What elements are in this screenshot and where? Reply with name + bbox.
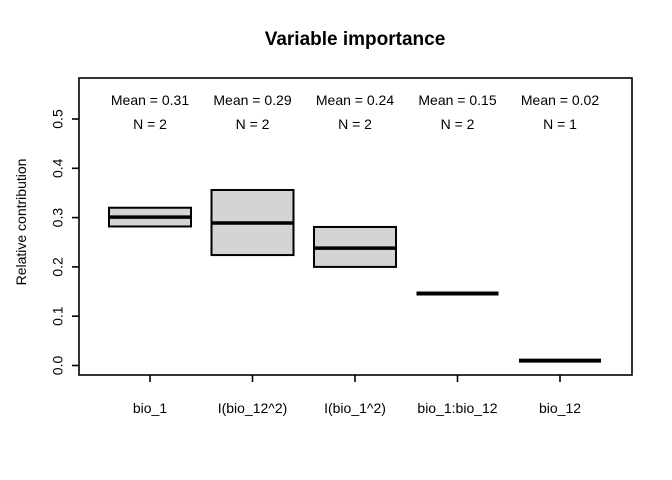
mean-annotation: Mean = 0.29 [213, 92, 291, 108]
y-tick-label: 0.4 [50, 158, 66, 178]
plot-area: 0.0 0.1 0.2 0.3 0.4 0.5 bio_1 Mean = 0.31 N = 2 I… [50, 77, 633, 416]
x-tick-label: I(bio_1^2) [324, 400, 386, 416]
x-tick-label: I(bio_12^2) [218, 400, 288, 416]
n-annotation: N = 2 [338, 116, 372, 132]
n-annotation: N = 2 [441, 116, 475, 132]
x-tick-label: bio_12 [539, 400, 581, 416]
x-tick-label: bio_1:bio_12 [417, 400, 497, 416]
n-annotation: N = 2 [236, 116, 270, 132]
mean-annotation: Mean = 0.24 [316, 92, 394, 108]
y-tick-label: 0.0 [50, 356, 66, 376]
n-annotation: N = 1 [543, 116, 577, 132]
mean-annotation: Mean = 0.02 [521, 92, 599, 108]
y-tick-label: 0.5 [50, 109, 66, 129]
x-tick-label: bio_1 [133, 400, 167, 416]
y-tick-label: 0.3 [50, 208, 66, 228]
chart-title: Variable importance [265, 29, 446, 50]
y-tick-label: 0.1 [50, 306, 66, 326]
mean-annotation: Mean = 0.31 [111, 92, 189, 108]
y-axis-label: Relative contribution [13, 159, 29, 286]
n-annotation: N = 2 [133, 116, 167, 132]
mean-annotation: Mean = 0.15 [418, 92, 496, 108]
y-tick-label: 0.2 [50, 257, 66, 277]
